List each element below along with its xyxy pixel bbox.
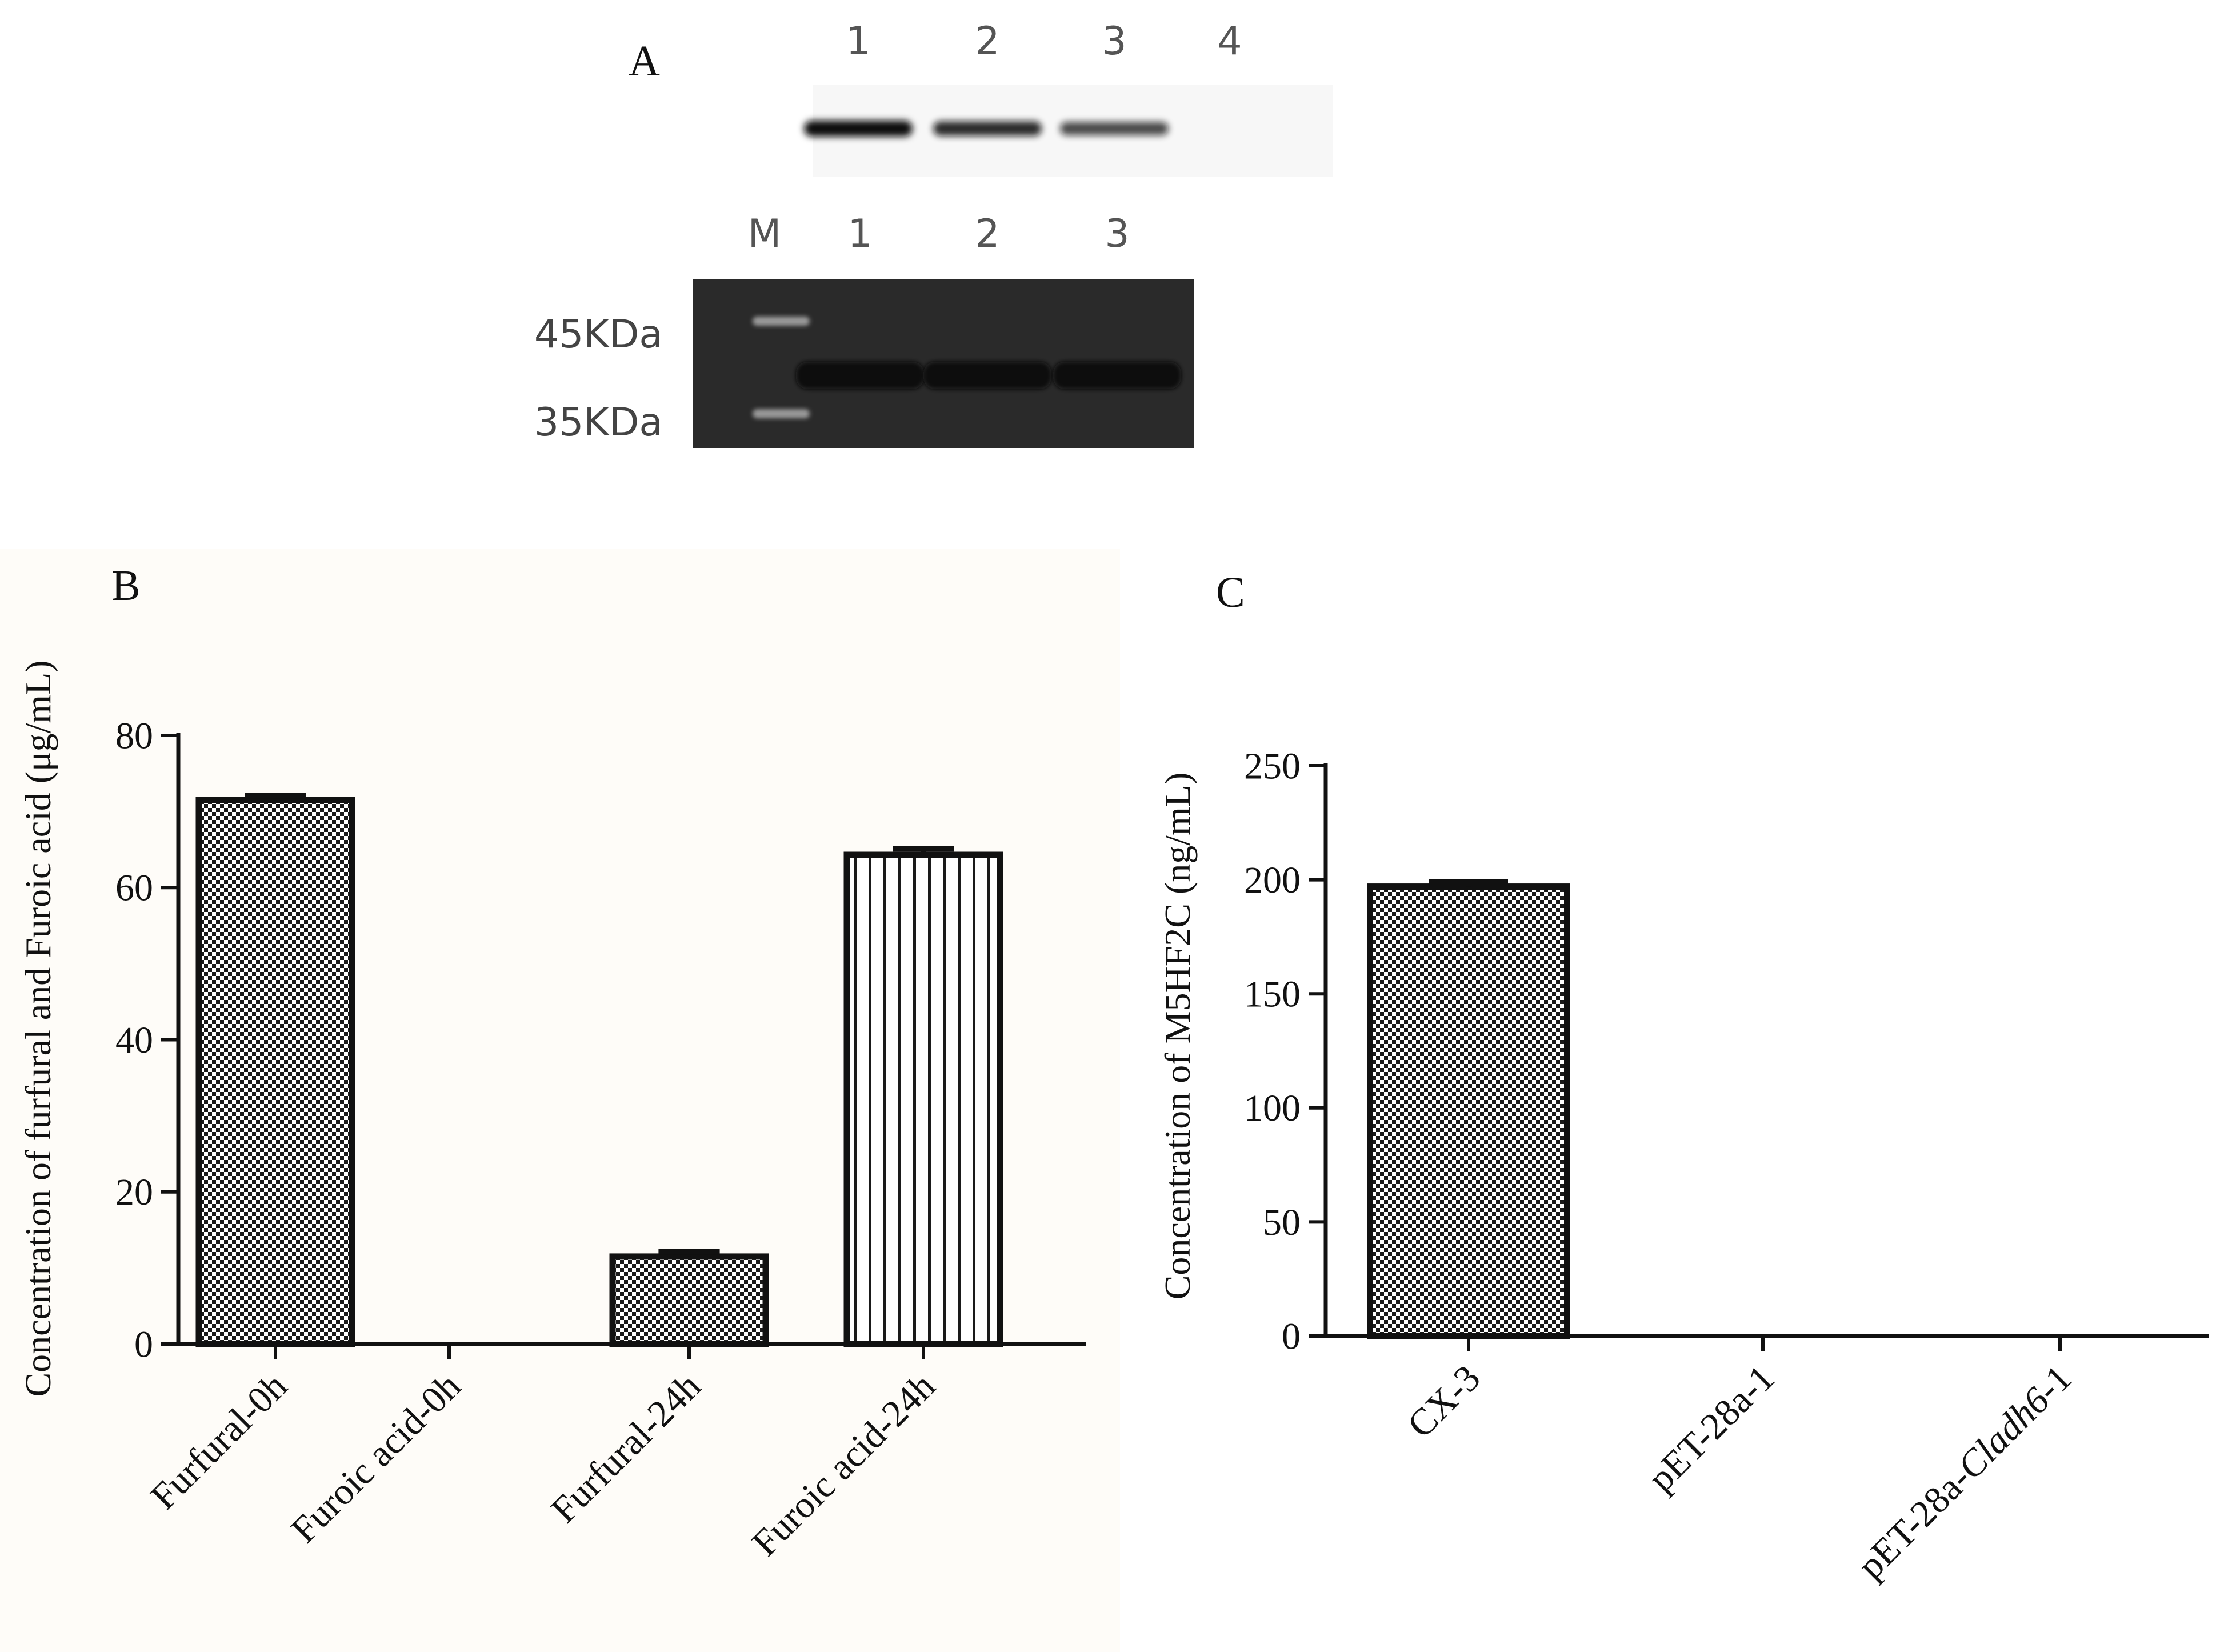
bar-cx-3 (1367, 883, 1570, 1339)
western-band-lane-3 (1060, 122, 1169, 135)
gel-lane-label-2: 2 (975, 211, 999, 257)
western-lane-label-1: 1 (846, 19, 870, 64)
y-axis-label: Concentration of M5HF2C (ng/mL) (1157, 773, 1198, 1300)
x-tick-label-furoic-acid-24h: Furoic acid-24h (744, 1365, 943, 1564)
y-axis-label: Concentration of furfural and Furoic aci… (18, 661, 58, 1397)
x-tick-label-pet-28a-1: pET-28a-1 (1640, 1357, 1782, 1499)
y-tick-label: 20 (115, 1171, 153, 1213)
x-tick-label-part: Cladh6 (1950, 1379, 2058, 1487)
gel-lane-labels: M 1 2 3 (748, 211, 1130, 257)
marker-label-45kda: 45KDa (534, 312, 663, 357)
panel-a: A 1 2 3 4 M 1 2 3 45KDa 35KDa (534, 19, 1333, 448)
bar-furfural-24h (609, 1253, 769, 1347)
gel-lane-label-m: M (748, 211, 782, 257)
western-lane-label-3: 3 (1102, 19, 1126, 64)
y-tick-label: 80 (115, 715, 153, 757)
x-tick-label-furfural-24h: Furfural-24h (543, 1365, 709, 1531)
panel-c: C 0 50 100 150 200 250 Concentration of M5HF2C… (1157, 569, 2209, 1587)
bar-furfural-0h (195, 797, 355, 1347)
gel-lane-label-strip (743, 201, 1155, 275)
western-blot: 1 2 3 4 (804, 19, 1333, 177)
y-tick-label: 200 (1244, 859, 1301, 901)
y-tick-label: 150 (1244, 974, 1301, 1015)
sds-page-gel: M 1 2 3 45KDa 35KDa (534, 201, 1194, 448)
x-tick-label-furoic-acid-0h: Furoic acid-0h (283, 1365, 469, 1551)
x-tick-label-furfural-0h: Furfural-0h (143, 1365, 295, 1518)
gel-band-lane-1 (796, 362, 924, 389)
western-blot-bands (804, 121, 1169, 137)
y-tick-label: 40 (115, 1019, 153, 1061)
x-tick-label-part: pET-28a- (1850, 1458, 1979, 1587)
x-tick-label-cx-3: CX-3 (1399, 1357, 1488, 1446)
gel-protein-bands (796, 362, 1181, 389)
gel-band-lane-3 (1053, 362, 1181, 389)
western-lane-label-4: 4 (1217, 19, 1242, 64)
gel-lane-label-1: 1 (847, 211, 872, 257)
y-tick-label: 0 (1282, 1315, 1301, 1357)
panel-b-label: B (111, 562, 141, 610)
chart-c: 0 50 100 150 200 250 Concentration of M5HF2C (… (1157, 745, 2209, 1587)
gel-band-lane-2 (923, 362, 1051, 389)
y-tick-label: 0 (134, 1323, 153, 1365)
panel-b: B 0 20 40 60 80 Concentration of furfural and… (18, 562, 1086, 1564)
panel-c-label: C (1216, 569, 1245, 617)
y-tick-label: 60 (115, 867, 153, 909)
x-tick-label-pet-28a-cladh6-1: pET-28a-Cladh6-1 (1850, 1357, 2079, 1587)
panel-a-label: A (629, 37, 660, 85)
western-blot-lane-labels: 1 2 3 4 (846, 19, 1242, 64)
marker-band-35kda (753, 409, 810, 418)
western-lane-label-2: 2 (975, 19, 999, 64)
western-band-lane-1 (804, 121, 913, 137)
marker-label-35kda: 35KDa (534, 400, 663, 445)
western-band-lane-2 (933, 121, 1042, 136)
y-tick-label: 100 (1244, 1087, 1301, 1129)
bar-furoic-acid-24h (843, 851, 1003, 1347)
y-tick-label: 250 (1244, 745, 1301, 787)
marker-band-45kda (753, 317, 810, 326)
gel-lane-label-3: 3 (1105, 211, 1129, 257)
chart-b: 0 20 40 60 80 Concentration of furfural and F… (18, 661, 1086, 1564)
gel-marker-bands (753, 317, 810, 418)
y-tick-label: 50 (1263, 1202, 1301, 1243)
